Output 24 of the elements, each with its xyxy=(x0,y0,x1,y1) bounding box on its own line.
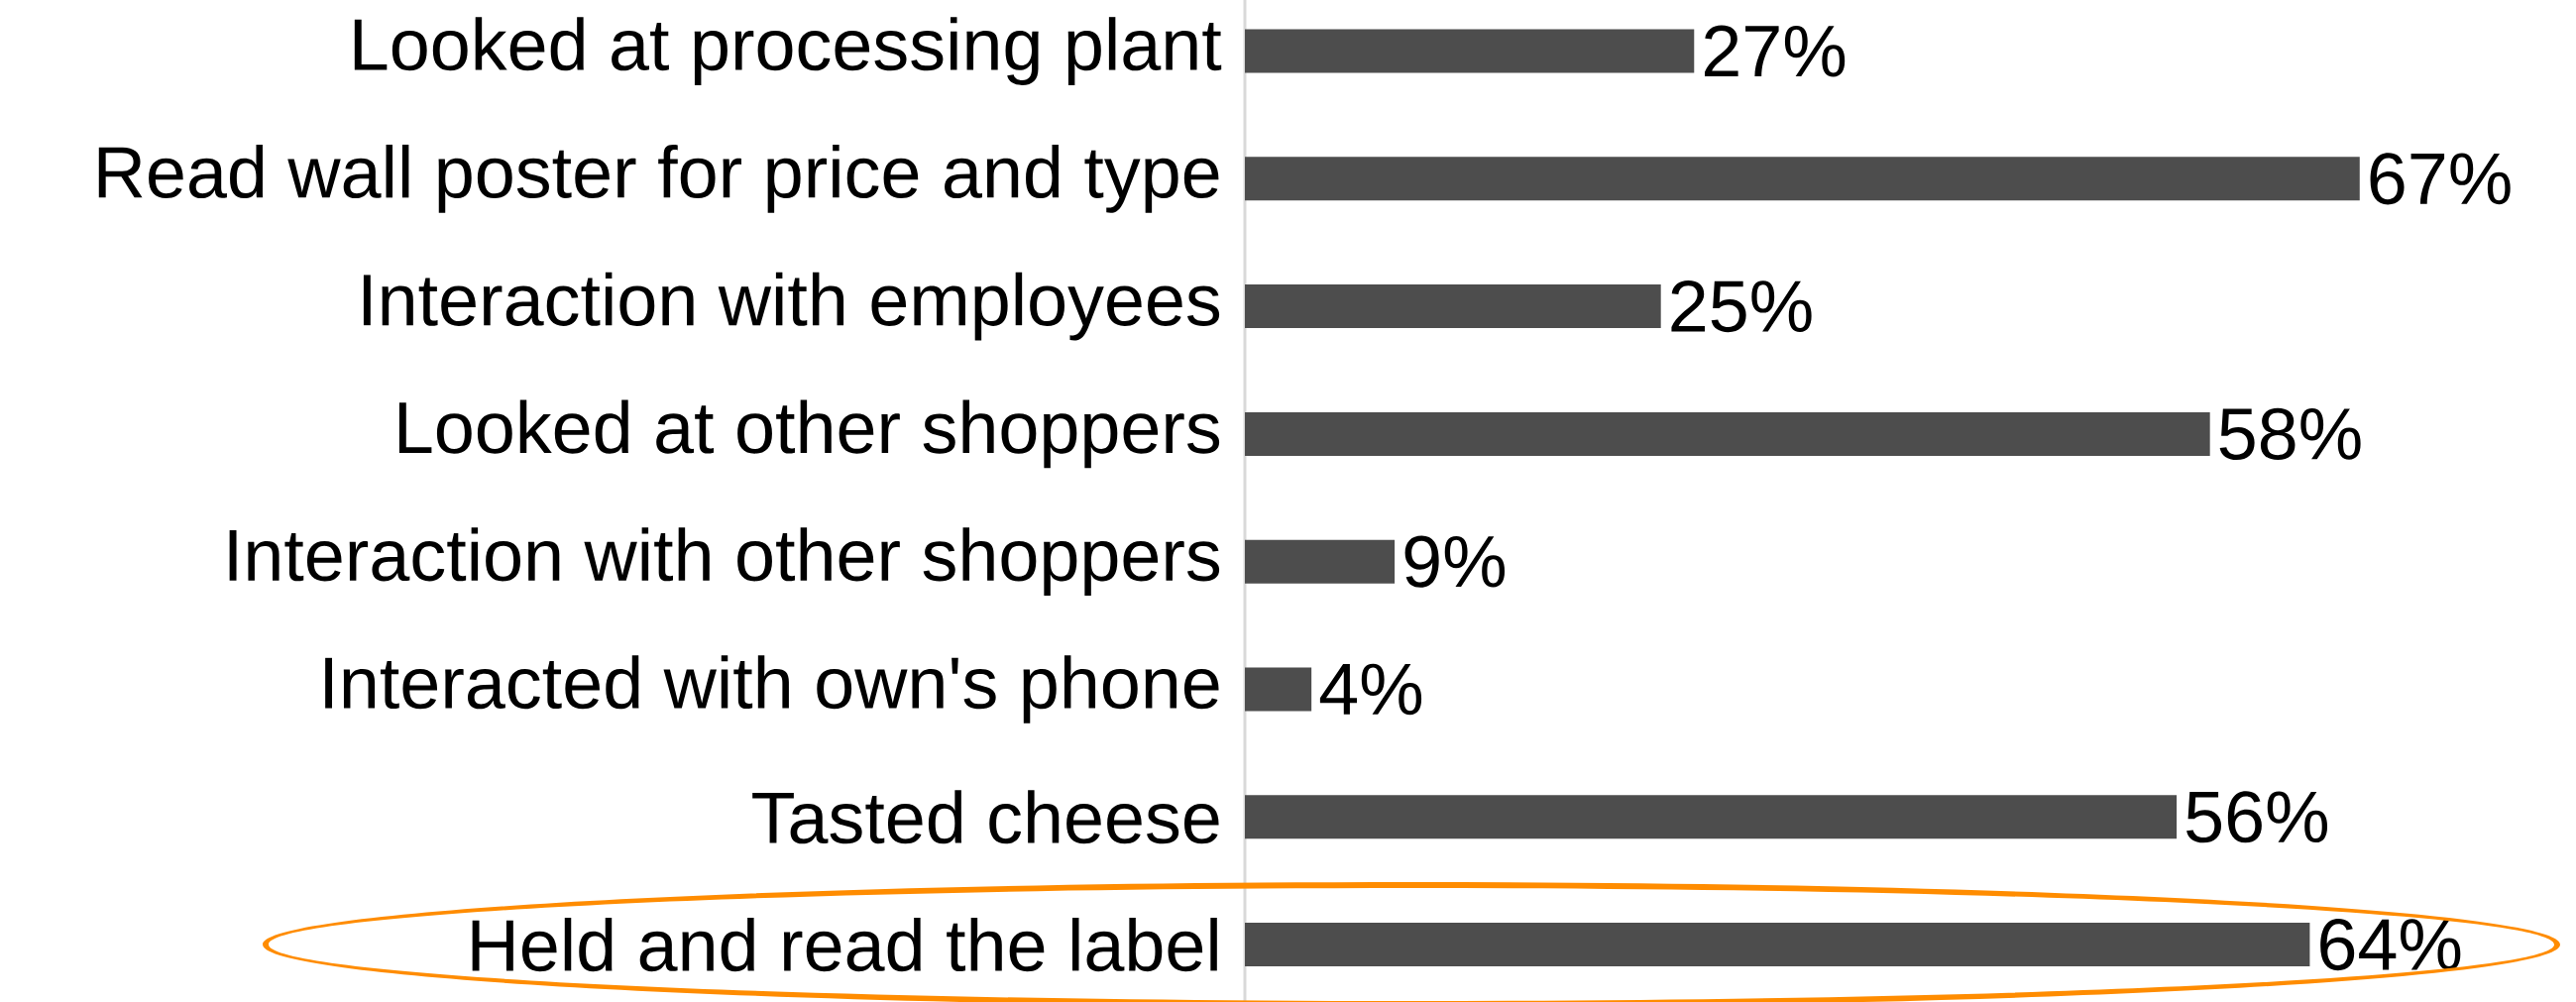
y-tick-label: Interaction with employees xyxy=(363,272,1220,341)
data-label: 58% xyxy=(2219,407,2361,460)
data-label: 64% xyxy=(2320,918,2461,971)
data-label: 67% xyxy=(2370,153,2511,205)
bar xyxy=(1245,411,2210,456)
data-label: 9% xyxy=(1404,535,1506,588)
bar xyxy=(1245,157,2360,201)
y-tick-label: Interacted with own's phone xyxy=(325,655,1219,724)
data-label: 27% xyxy=(1705,25,1846,77)
y-tick-label: Tasted cheese xyxy=(752,790,1219,844)
y-tick-label: Looked at other shoppers xyxy=(398,399,1220,469)
y-tick-label: Read wall poster for price and type xyxy=(98,144,1219,213)
y-tick-label: Looked at processing plant xyxy=(354,17,1222,85)
bar xyxy=(1245,795,2178,839)
y-tick-label: Held and read the label xyxy=(472,918,1217,972)
bar xyxy=(1245,923,2310,967)
bar xyxy=(1245,29,1695,73)
y-tick-label: Interaction with other shoppers xyxy=(229,527,1220,597)
data-label: 4% xyxy=(1319,663,1422,716)
bar xyxy=(1245,667,1312,712)
data-label: 56% xyxy=(2186,791,2328,843)
bar xyxy=(1245,284,1661,329)
data-label: 25% xyxy=(1671,280,1812,333)
bar xyxy=(1245,539,1396,584)
